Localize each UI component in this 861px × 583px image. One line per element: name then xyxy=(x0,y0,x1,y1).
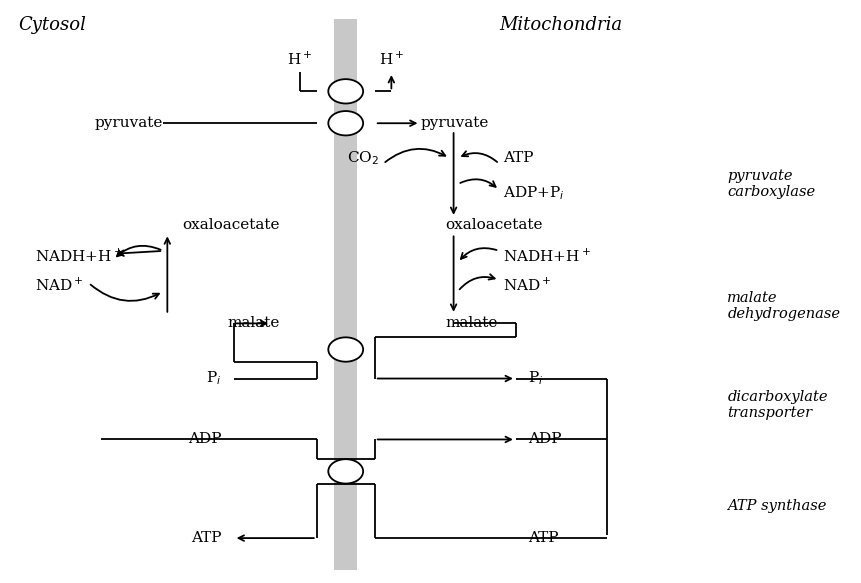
Circle shape xyxy=(328,111,362,135)
Text: NAD$^+$: NAD$^+$ xyxy=(503,277,551,294)
Text: NADH+H$^+$: NADH+H$^+$ xyxy=(503,248,591,265)
Circle shape xyxy=(328,459,362,483)
Text: ATP synthase: ATP synthase xyxy=(727,499,826,513)
Text: ADP: ADP xyxy=(528,433,561,447)
Text: oxaloacetate: oxaloacetate xyxy=(182,218,279,232)
Text: H$^+$: H$^+$ xyxy=(287,51,313,68)
Text: malate: malate xyxy=(445,317,497,331)
Text: ATP: ATP xyxy=(503,151,533,165)
Text: NADH+H$^+$: NADH+H$^+$ xyxy=(34,248,122,265)
FancyBboxPatch shape xyxy=(334,19,357,570)
Text: P$_i$: P$_i$ xyxy=(528,370,543,387)
Text: dicarboxylate
transporter: dicarboxylate transporter xyxy=(727,389,827,420)
Text: CO$_2$: CO$_2$ xyxy=(346,149,379,167)
Text: ADP+P$_i$: ADP+P$_i$ xyxy=(503,184,565,202)
Text: oxaloacetate: oxaloacetate xyxy=(445,218,542,232)
Text: Cytosol: Cytosol xyxy=(18,16,86,34)
Text: malate
dehydrogenase: malate dehydrogenase xyxy=(727,291,839,321)
Text: ADP: ADP xyxy=(188,433,221,447)
Text: H$^+$: H$^+$ xyxy=(378,51,404,68)
Circle shape xyxy=(328,338,362,361)
Circle shape xyxy=(328,79,362,104)
Text: NAD$^+$: NAD$^+$ xyxy=(34,277,83,294)
Text: ATP: ATP xyxy=(190,531,221,545)
Text: P$_i$: P$_i$ xyxy=(206,370,221,387)
Text: pyruvate: pyruvate xyxy=(420,116,488,130)
Text: ATP: ATP xyxy=(528,531,558,545)
Text: Mitochondria: Mitochondria xyxy=(499,16,622,34)
Text: pyruvate: pyruvate xyxy=(95,116,163,130)
Text: malate: malate xyxy=(226,317,279,331)
Text: pyruvate
carboxylase: pyruvate carboxylase xyxy=(727,169,815,199)
